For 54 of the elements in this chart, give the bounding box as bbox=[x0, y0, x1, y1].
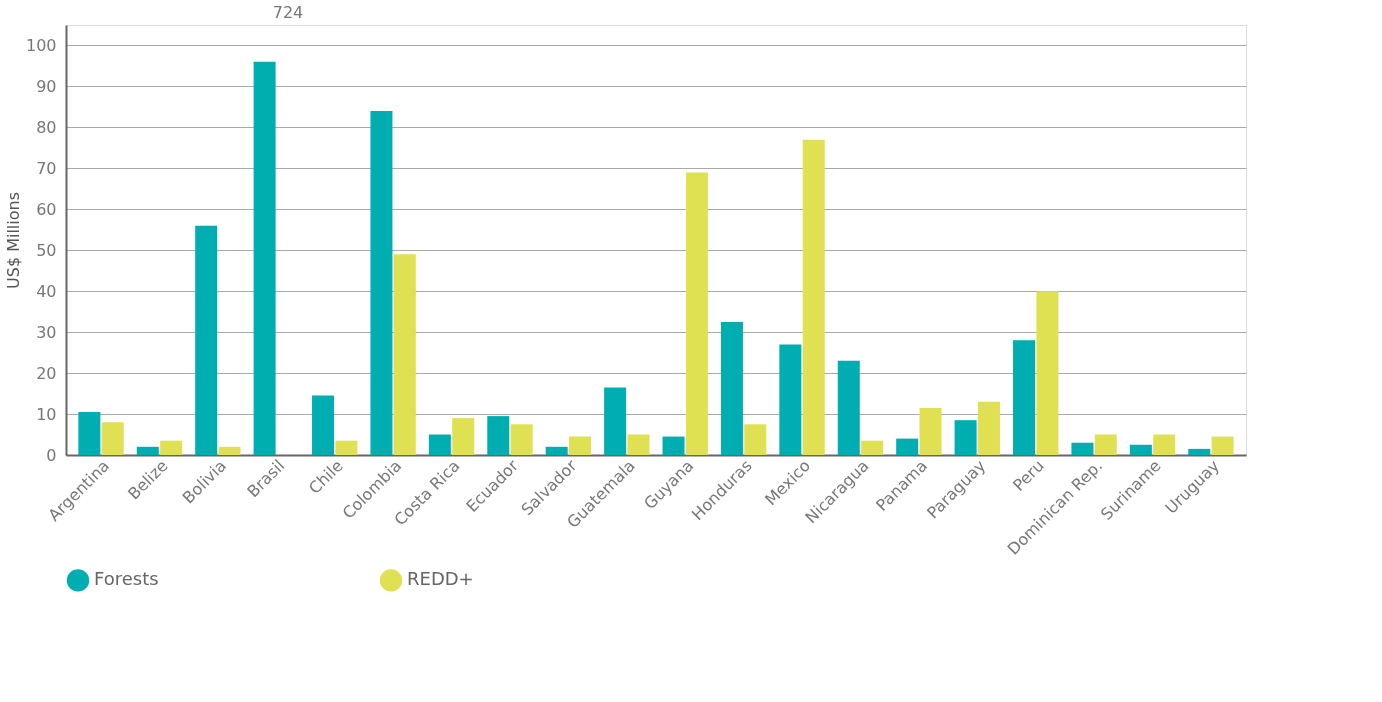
bar bbox=[802, 139, 825, 455]
legend-label: Forests bbox=[94, 568, 159, 590]
bar bbox=[861, 440, 884, 455]
bar bbox=[919, 407, 942, 455]
y-tick-label: 70 bbox=[36, 158, 57, 178]
y-tick-label: 0 bbox=[46, 445, 57, 465]
bar bbox=[335, 440, 358, 455]
bar bbox=[253, 61, 276, 455]
bar bbox=[1071, 442, 1094, 455]
y-tick-label: 20 bbox=[36, 363, 57, 383]
bar bbox=[393, 254, 416, 455]
y-tick-label: 90 bbox=[36, 76, 57, 96]
bar bbox=[510, 424, 533, 455]
bar bbox=[1153, 434, 1176, 455]
y-tick-label: 60 bbox=[36, 199, 57, 219]
y-tick-label: 40 bbox=[36, 281, 57, 301]
bar bbox=[195, 225, 218, 455]
bar bbox=[160, 440, 183, 455]
bar bbox=[627, 434, 650, 455]
bar bbox=[1211, 436, 1234, 455]
y-tick-label: 10 bbox=[36, 404, 57, 424]
bar bbox=[1094, 434, 1117, 455]
bar bbox=[218, 446, 241, 455]
bar bbox=[662, 436, 685, 455]
bar bbox=[837, 360, 860, 455]
bar bbox=[685, 172, 708, 455]
bar bbox=[428, 434, 451, 455]
bar bbox=[1036, 291, 1059, 455]
bar bbox=[545, 446, 568, 455]
y-tick-label: 50 bbox=[36, 240, 57, 260]
bar bbox=[136, 446, 159, 455]
bar bbox=[569, 436, 592, 455]
y-tick-label: 30 bbox=[36, 322, 57, 342]
legend-label: REDD+ bbox=[407, 568, 474, 590]
bar bbox=[1129, 444, 1152, 455]
text: 724 bbox=[272, 3, 304, 22]
bar bbox=[744, 424, 767, 455]
y-axis-title: US$ Millions bbox=[3, 192, 23, 289]
bar bbox=[487, 416, 510, 455]
bar bbox=[977, 401, 1000, 455]
bar bbox=[779, 344, 802, 455]
bar bbox=[312, 395, 335, 455]
bar bbox=[370, 111, 393, 455]
y-tick-label: 80 bbox=[36, 117, 57, 137]
bar bbox=[604, 387, 627, 455]
bar bbox=[954, 420, 977, 455]
bar bbox=[78, 412, 101, 455]
bar bbox=[101, 422, 124, 455]
bar bbox=[1188, 448, 1211, 455]
bar bbox=[1013, 340, 1036, 455]
bar bbox=[720, 321, 743, 455]
y-tick-label: 100 bbox=[25, 35, 57, 55]
bar bbox=[896, 438, 919, 455]
bar bbox=[452, 418, 475, 455]
